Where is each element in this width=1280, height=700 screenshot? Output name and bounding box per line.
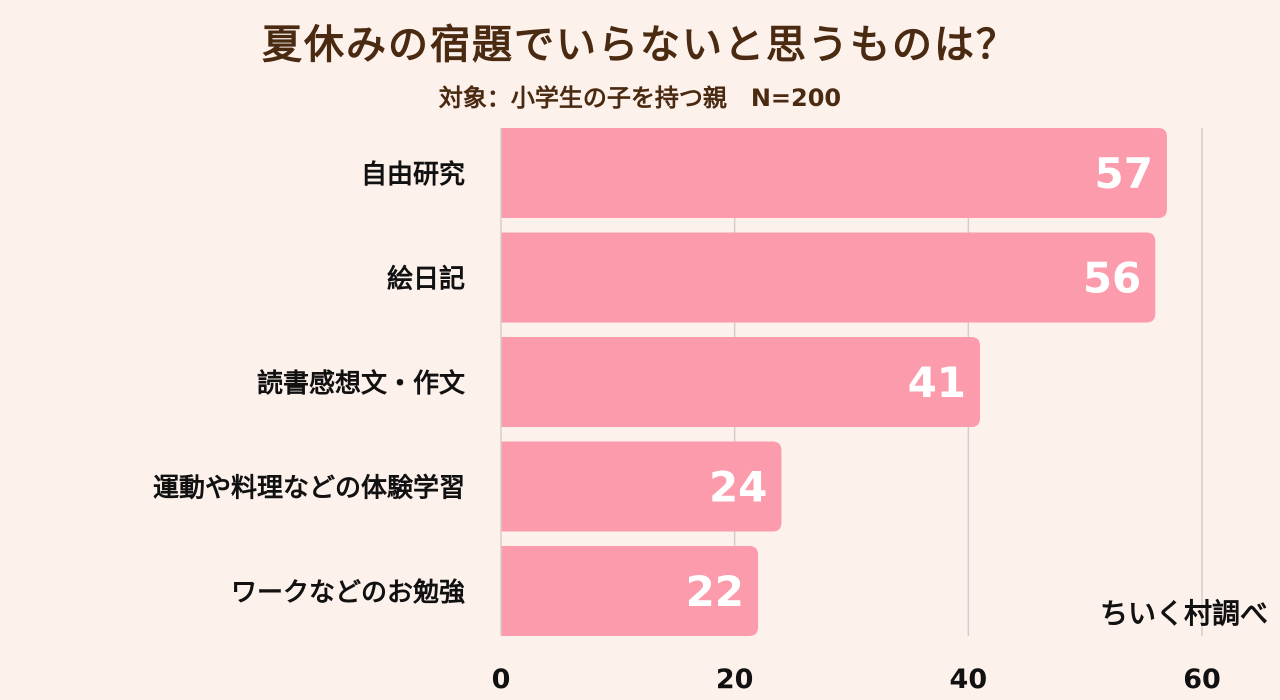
x-tick-label: 60: [1183, 664, 1221, 695]
data-label: 57: [1094, 149, 1152, 198]
category-label: ワークなどのお勉強: [231, 578, 465, 608]
x-tick-label: 40: [950, 664, 988, 695]
data-label: 24: [709, 463, 767, 512]
category-label: 自由研究: [361, 159, 465, 190]
bar: [501, 337, 981, 427]
category-label: 読書感想文・作文: [257, 368, 466, 399]
data-label: 22: [686, 567, 744, 616]
data-label: 41: [908, 358, 966, 407]
chart-title: 夏休みの宿題でいらないと思うものは？: [262, 22, 1018, 68]
data-label: 56: [1083, 254, 1141, 303]
bar: [501, 128, 1167, 218]
source-credit: ちいく村調べ: [1099, 597, 1268, 630]
category-label: 運動や料理などの体験学習: [153, 473, 465, 504]
category-label: 絵日記: [387, 264, 465, 295]
bar: [501, 441, 782, 532]
bar: [501, 232, 1156, 323]
bar: [501, 546, 759, 636]
chart-subtitle: 対象：小学生の子を持つ親 N=200: [438, 84, 842, 112]
x-tick-label: 20: [716, 664, 754, 695]
x-tick-label: 0: [492, 664, 511, 695]
